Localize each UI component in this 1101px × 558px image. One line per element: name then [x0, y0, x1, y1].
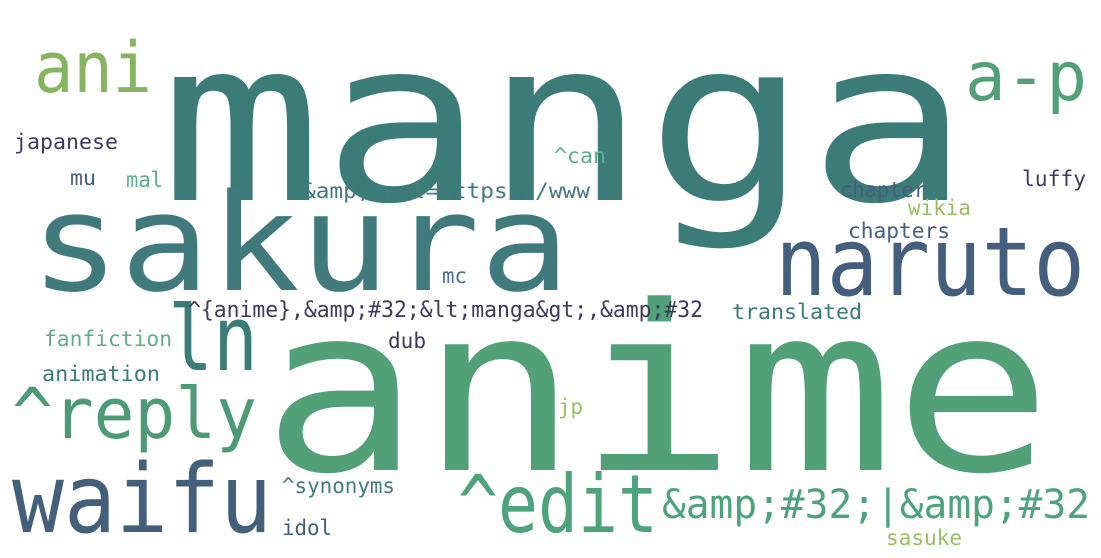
word-cloud-word: chapters	[848, 219, 950, 243]
word-cloud-word: anime	[262, 258, 1052, 525]
word-cloud-word: chapter	[840, 178, 926, 202]
word-cloud-word: animation	[42, 362, 160, 386]
word-cloud-word: wikia	[908, 196, 971, 220]
word-cloud-word: mu	[70, 166, 96, 190]
word-cloud-word: mc	[442, 264, 467, 288]
word-cloud-word: &amp;#32;|&amp;#32	[662, 482, 1090, 528]
word-cloud-word: ^synonyms	[282, 474, 395, 498]
word-cloud-word: mal	[126, 168, 163, 192]
word-cloud-word: sasuke	[886, 526, 962, 550]
word-cloud-word: &amp;text=https://www	[302, 179, 590, 203]
word-cloud-word: ^{anime},&amp;#32;&lt;manga&gt;,&amp;#32	[188, 298, 703, 323]
word-cloud-word: manga	[160, 0, 970, 254]
word-cloud-word: ^reply	[12, 373, 257, 455]
word-cloud-word: jp	[558, 395, 583, 419]
word-cloud-word: ^can	[554, 144, 606, 168]
word-cloud-word: a-p	[965, 38, 1087, 117]
word-cloud-word: idol	[282, 516, 332, 540]
word-cloud-word: naruto	[775, 208, 1085, 318]
word-cloud-word: translated	[732, 300, 862, 324]
word-cloud-word: dub	[388, 329, 426, 353]
word-cloud-word: ani	[34, 27, 152, 109]
word-cloud-word: sakura	[30, 165, 570, 322]
word-cloud-word: luffy	[1022, 167, 1086, 191]
word-cloud-word: fanfiction	[44, 327, 172, 351]
word-cloud-word: waifu	[12, 445, 272, 555]
word-cloud-word: japanese	[14, 130, 118, 154]
word-cloud-word: ln	[168, 287, 258, 392]
word-cloud-word: ^edit	[458, 458, 658, 551]
